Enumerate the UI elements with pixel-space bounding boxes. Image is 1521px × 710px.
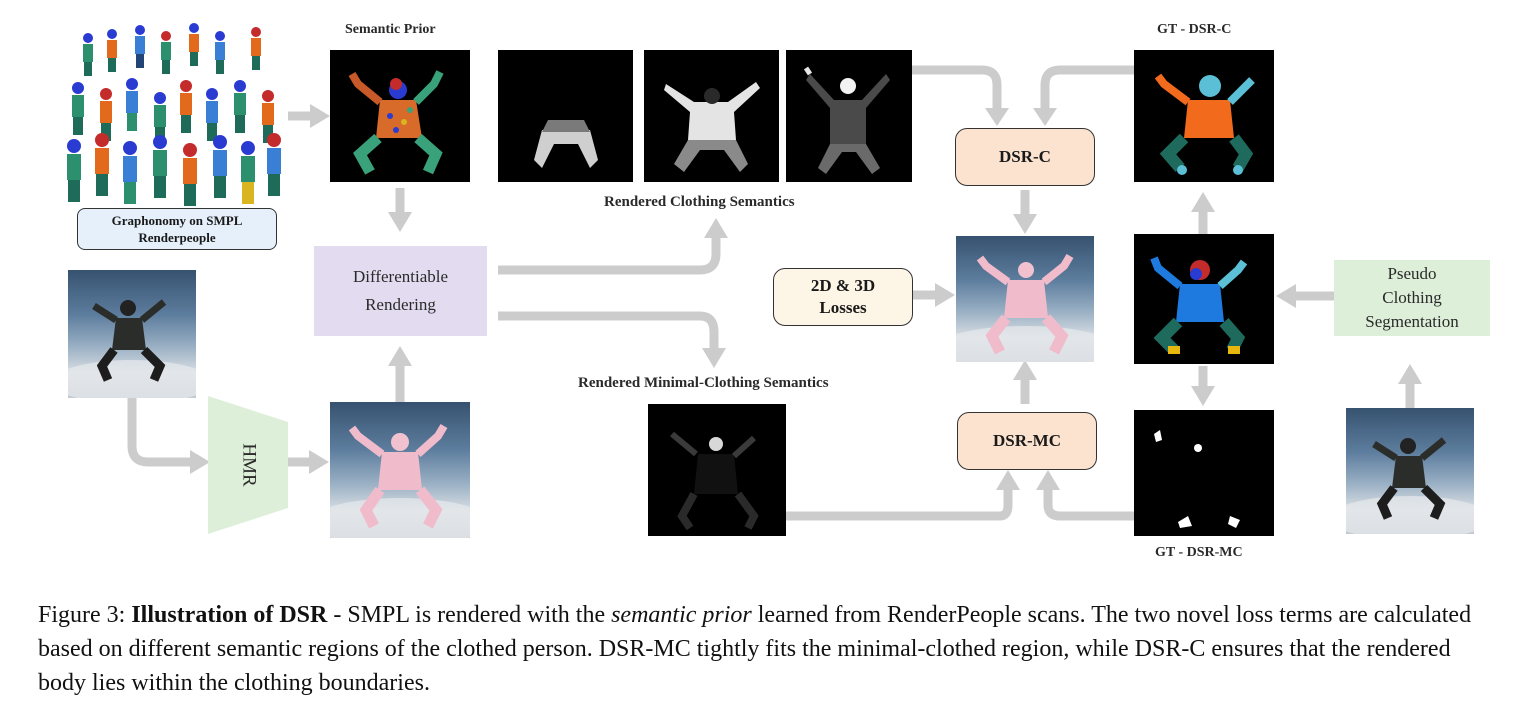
minimal-clothing-semantic (648, 404, 786, 536)
graphonomy-label-line1: Graphonomy on SMPL (111, 213, 243, 228)
rendered-clothing-label: Rendered Clothing Semantics (604, 194, 795, 210)
arrow-clothing-to-dsrc (912, 65, 1002, 108)
prior-body (348, 70, 444, 175)
clothing-semantic-1 (498, 50, 633, 182)
caption-part1: - SMPL is rendered with the (327, 602, 612, 628)
skydiver-figure (92, 299, 167, 382)
dsr-c-node: DSR-C (955, 128, 1095, 186)
figure-caption: Figure 3: Illustration of DSR - SMPL is … (38, 598, 1498, 700)
mesh-figures (67, 23, 281, 206)
dsr-diagram: Graphonomy on SMPL Renderpeople Semantic… (67, 22, 1490, 560)
differentiable-line2: Rendering (365, 295, 436, 314)
arrow-input-to-hmr (127, 398, 190, 467)
semantic-prior-label: Semantic Prior (345, 22, 436, 37)
pseudo-line2: Clothing (1382, 288, 1442, 307)
input-photo-right (1346, 408, 1474, 534)
gt-dsr-mc-label: GT - DSR-MC (1155, 545, 1243, 560)
hmr-node: HMR (208, 396, 288, 534)
dsr-mc-node: DSR-MC (957, 412, 1097, 470)
caption-bold: Illustration of DSR (131, 602, 328, 628)
arrow-minimal-to-dsrmc (786, 490, 1013, 521)
graphonomy-mesh-collage (67, 23, 281, 206)
rendered-minimal-label: Rendered Minimal-Clothing Semantics (578, 375, 829, 391)
skydiver-figure-right (1372, 437, 1447, 520)
result-image (956, 236, 1094, 362)
gt-dsr-c-label: GT - DSR-C (1157, 22, 1232, 37)
losses-line2: Losses (819, 298, 867, 317)
arrow-layer (127, 65, 1422, 521)
graphonomy-label-box: Graphonomy on SMPL Renderpeople (77, 208, 277, 250)
caption-part2: learned from RenderPeople scans. The two… (38, 602, 1472, 696)
differentiable-line1: Differentiable (352, 267, 449, 286)
arrow-render-to-minimal (498, 311, 719, 348)
result-body (976, 253, 1074, 355)
segmentation-image (1134, 234, 1274, 364)
pseudo-line1: Pseudo (1387, 264, 1437, 283)
clothing-semantic-3 (786, 50, 912, 182)
pseudo-clothing-segmentation-node: Pseudo Clothing Segmentation (1334, 260, 1490, 336)
caption-figure: Figure 3: (38, 602, 132, 628)
hmr-label: HMR (239, 443, 260, 487)
caption-italic: semantic prior (611, 602, 752, 628)
clothing-semantic-2 (644, 50, 779, 182)
gt-dsr-c-image (1134, 50, 1274, 182)
losses-line1: 2D & 3D (810, 276, 876, 295)
arrow-gtc-to-dsrc (1040, 65, 1134, 108)
pink-body (348, 423, 448, 529)
input-photo (68, 270, 196, 398)
arrow-gtmc-to-dsrmc (1043, 490, 1134, 521)
dsr-c-label: DSR-C (999, 147, 1051, 166)
gt-dsr-mc-image (1134, 410, 1274, 536)
losses-node: 2D & 3D Losses (773, 268, 913, 326)
body-render-image (330, 402, 470, 538)
dsr-mc-label: DSR-MC (993, 431, 1061, 450)
pseudo-line3: Segmentation (1365, 312, 1459, 331)
differentiable-rendering-node: Differentiable Rendering (314, 246, 487, 336)
semantic-prior-image (330, 50, 470, 182)
arrow-render-to-clothing (498, 238, 721, 275)
graphonomy-label-line2: Renderpeople (138, 230, 216, 245)
